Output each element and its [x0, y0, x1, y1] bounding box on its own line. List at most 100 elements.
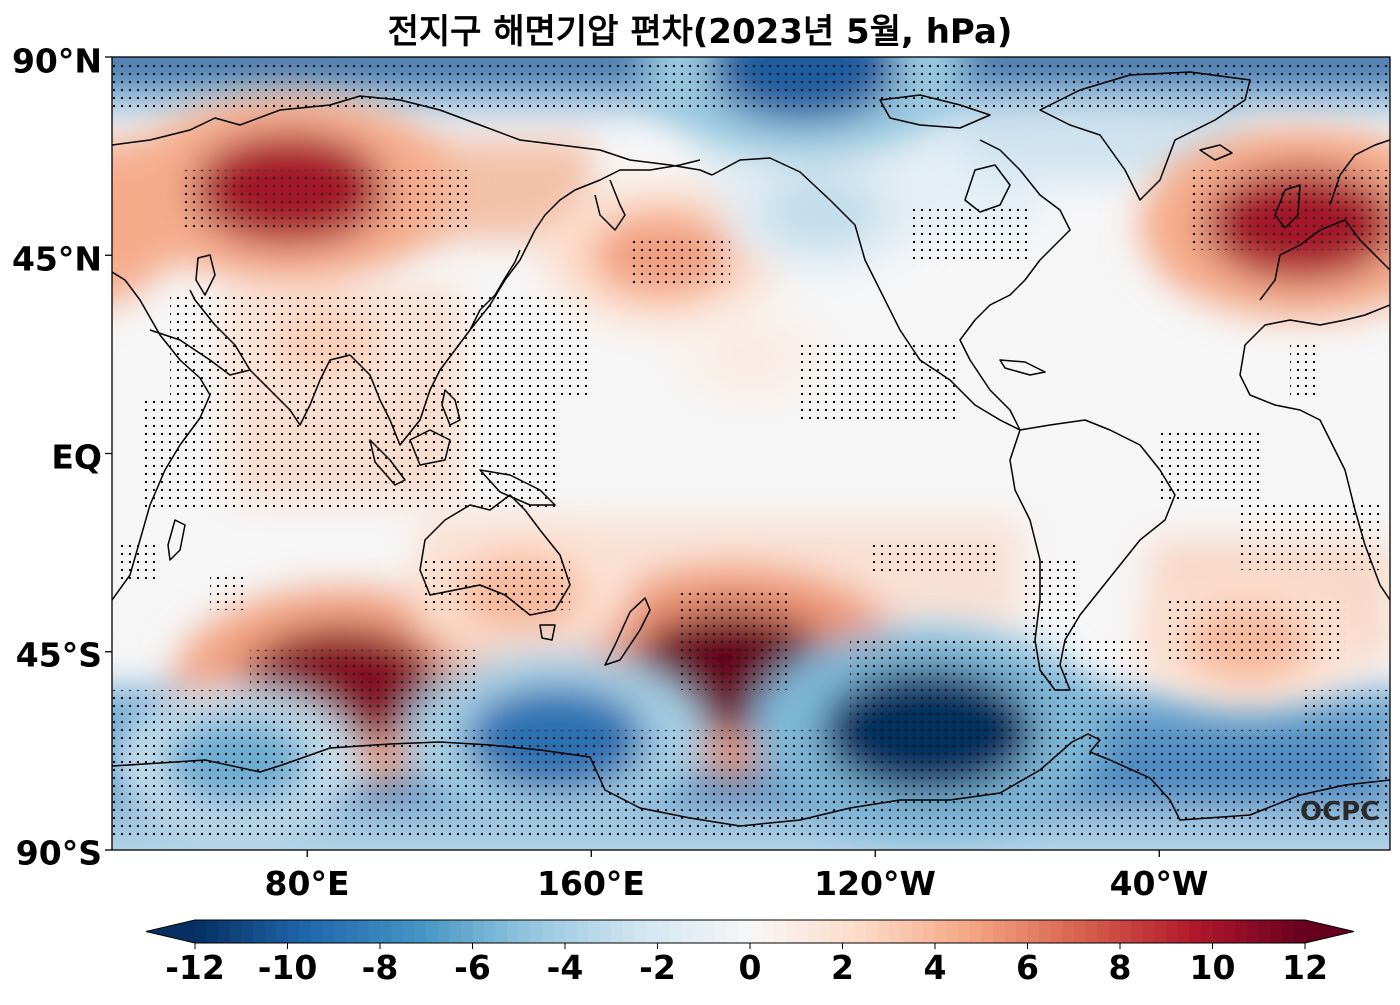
colorbar-step [669, 920, 682, 943]
colorbar-step [969, 920, 982, 943]
colorbar-step [599, 920, 612, 943]
coastlines [112, 71, 1390, 827]
stipple-region [250, 650, 480, 700]
colorbar-step [1258, 920, 1271, 943]
coastline-tasmania [539, 624, 556, 641]
colorbar-step [368, 920, 381, 943]
colorbar-step [1085, 920, 1098, 943]
lon-label-160e: 160°E [537, 864, 645, 903]
coastline-africa-west [1239, 304, 1390, 601]
colorbar-step [1189, 920, 1202, 943]
stipple-region [112, 730, 1390, 840]
coastline-madagascar [167, 519, 186, 561]
colorbar-step [1200, 920, 1214, 943]
stipple-region [112, 60, 1390, 110]
coastline-north-america-west [711, 157, 1021, 431]
colorbar-step [1131, 920, 1144, 943]
coastline-north-america-east [959, 139, 1071, 431]
colorbar-step [900, 920, 913, 943]
stipple-region [850, 640, 1150, 740]
colorbar-step [206, 920, 219, 943]
colorbar-step [345, 920, 358, 943]
colorbar-step [1004, 920, 1017, 943]
colorbar-step [830, 920, 844, 943]
colorbar-step [1120, 920, 1133, 943]
axis-ticks [105, 56, 1160, 857]
stipple-region [1190, 170, 1390, 250]
coastline-australia [419, 494, 571, 616]
colorbar-step [484, 920, 497, 943]
colorbar-step [460, 920, 474, 943]
lat-label-90n: 90°N [11, 41, 102, 81]
colorbar-step [264, 920, 277, 943]
colorbar-step [634, 920, 647, 943]
coastline-sumatra [369, 439, 406, 486]
colorbar-step [946, 920, 959, 943]
stipple-region [1165, 600, 1345, 660]
coastline-cuba [999, 359, 1046, 376]
coastline-caspian [195, 254, 216, 296]
colorbar-step [252, 920, 265, 943]
colorbar-step [1015, 920, 1029, 943]
coastline-kamchatka [594, 179, 626, 231]
coastline-new-zealand [604, 597, 651, 666]
colorbar-step [553, 920, 566, 943]
colorbar-step [784, 920, 797, 943]
colorbar-step [1062, 920, 1075, 943]
coastline-arctic-islands [879, 94, 991, 129]
colorbar-step [299, 920, 312, 943]
coastline-philippines [441, 389, 461, 426]
colorbar-step [807, 920, 820, 943]
colorbar-ticks [194, 943, 1306, 949]
colorbar-step [877, 920, 890, 943]
colorbar-step [981, 920, 994, 943]
colorbar-extend-max [1305, 920, 1354, 943]
colorbar-step [1096, 920, 1110, 943]
stipple-region [680, 590, 790, 690]
coastline-greenland [1039, 71, 1251, 201]
stipple-region [420, 560, 570, 610]
colorbar-step [645, 920, 659, 943]
coastline-japan [469, 249, 521, 331]
colorbar-step [865, 920, 878, 943]
colorbar-step [750, 920, 763, 943]
colorbar-step [935, 920, 948, 943]
coastline-hudson-bay [964, 164, 1011, 213]
colorbar-tick-label: 10 [1189, 948, 1236, 987]
colorbar-step [958, 920, 971, 943]
stipple-region [1020, 560, 1080, 640]
coastline-iceland [1199, 144, 1233, 161]
colorbar-step [657, 920, 670, 943]
colorbar-step [403, 920, 416, 943]
colorbar-step [1177, 920, 1190, 943]
colorbar-step [1166, 920, 1179, 943]
coastline-uk [1274, 184, 1301, 229]
anomaly-center-halo [112, 145, 186, 304]
colorbar-step [275, 920, 289, 943]
colorbar-step [380, 920, 393, 943]
coastline-africa-east [112, 271, 211, 601]
colorbar-tick-label: 12 [1282, 948, 1328, 987]
colorbar-step [738, 920, 751, 943]
colorbar-step [680, 920, 693, 943]
colorbar-tick-label: -4 [546, 948, 584, 987]
coastline-east-asia [544, 159, 701, 216]
colorbar-tick-label: 8 [1108, 948, 1132, 987]
coastline-europe [1259, 219, 1390, 301]
colorbar-step [715, 920, 728, 943]
colorbar-tick-label: 4 [923, 948, 947, 987]
anomaly-center [762, 175, 882, 248]
colorbar-step [218, 920, 231, 943]
colorbar-step [796, 920, 809, 943]
colorbar-step [588, 920, 601, 943]
map-title: 전지구 해면기압 편차(2023년 5월, hPa) [387, 12, 1013, 52]
stipple-region [910, 205, 1030, 265]
colorbar-step [576, 920, 589, 943]
greenland-weak-low [950, 100, 1250, 180]
stipple-region [800, 340, 960, 420]
colorbar-step [1293, 920, 1306, 943]
stipple-region [1160, 430, 1260, 500]
ocpc-watermark: OCPC [1300, 797, 1380, 827]
colorbar-tick-label: 6 [1016, 948, 1039, 987]
colorbar-step [1154, 920, 1167, 943]
